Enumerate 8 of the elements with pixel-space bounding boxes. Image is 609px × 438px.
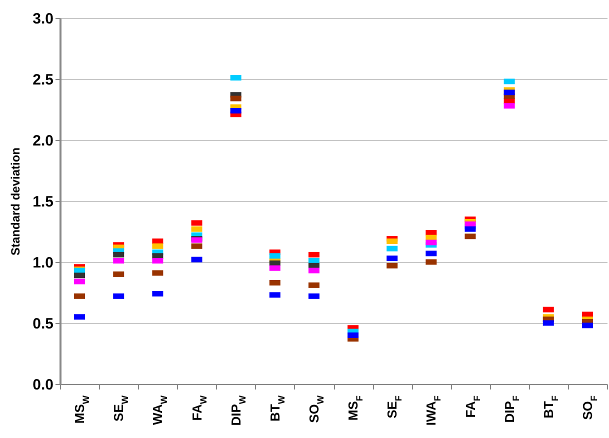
- y-tick-label: 2.0: [32, 132, 54, 150]
- y-tick-label: 1.0: [32, 254, 54, 272]
- y-tick-label: 0.0: [32, 376, 54, 394]
- y-tick-label: 0.5: [32, 316, 54, 332]
- y-axis-title: Standard deviation: [8, 147, 23, 256]
- y-tick-label: 2.5: [32, 72, 54, 88]
- y-tick-label: 3.0: [32, 10, 54, 28]
- y-tick-label: 1.5: [32, 194, 54, 210]
